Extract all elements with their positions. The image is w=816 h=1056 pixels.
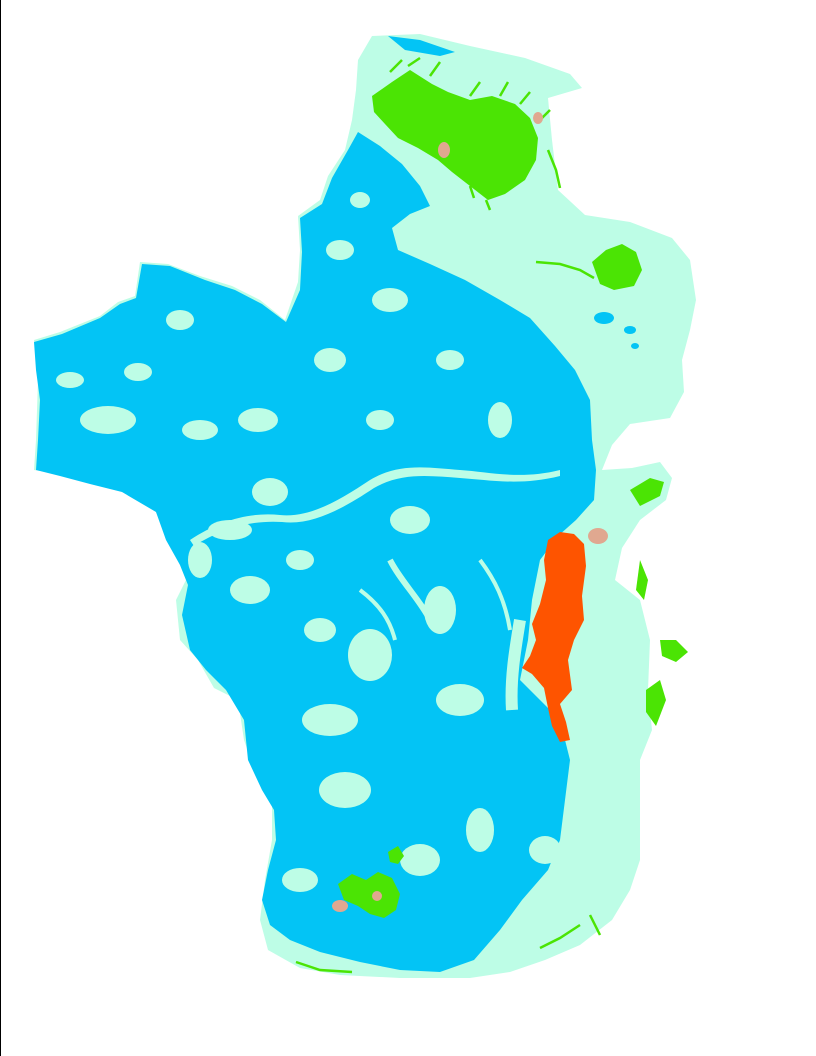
orange-zone-reservoir: [522, 532, 586, 742]
green-zone-south: [338, 872, 400, 918]
green-zone-north-streams: [389, 56, 562, 211]
green-zone-east-slivers: [630, 478, 688, 726]
page-left-border: [0, 0, 1, 1056]
blue-zone-north-edge: [388, 36, 455, 56]
light-zone-patches: [56, 192, 561, 892]
green-zone-south-spot: [388, 846, 404, 864]
green-zone-northeast-stream: [535, 260, 595, 280]
tan-zone-patches: [332, 112, 608, 912]
green-zone-north: [372, 70, 538, 200]
blue-zone-spots: [594, 312, 639, 349]
green-zone-northeast: [592, 244, 642, 290]
green-zone-south-edge: [295, 914, 602, 974]
blue-zone-west: [34, 132, 596, 972]
